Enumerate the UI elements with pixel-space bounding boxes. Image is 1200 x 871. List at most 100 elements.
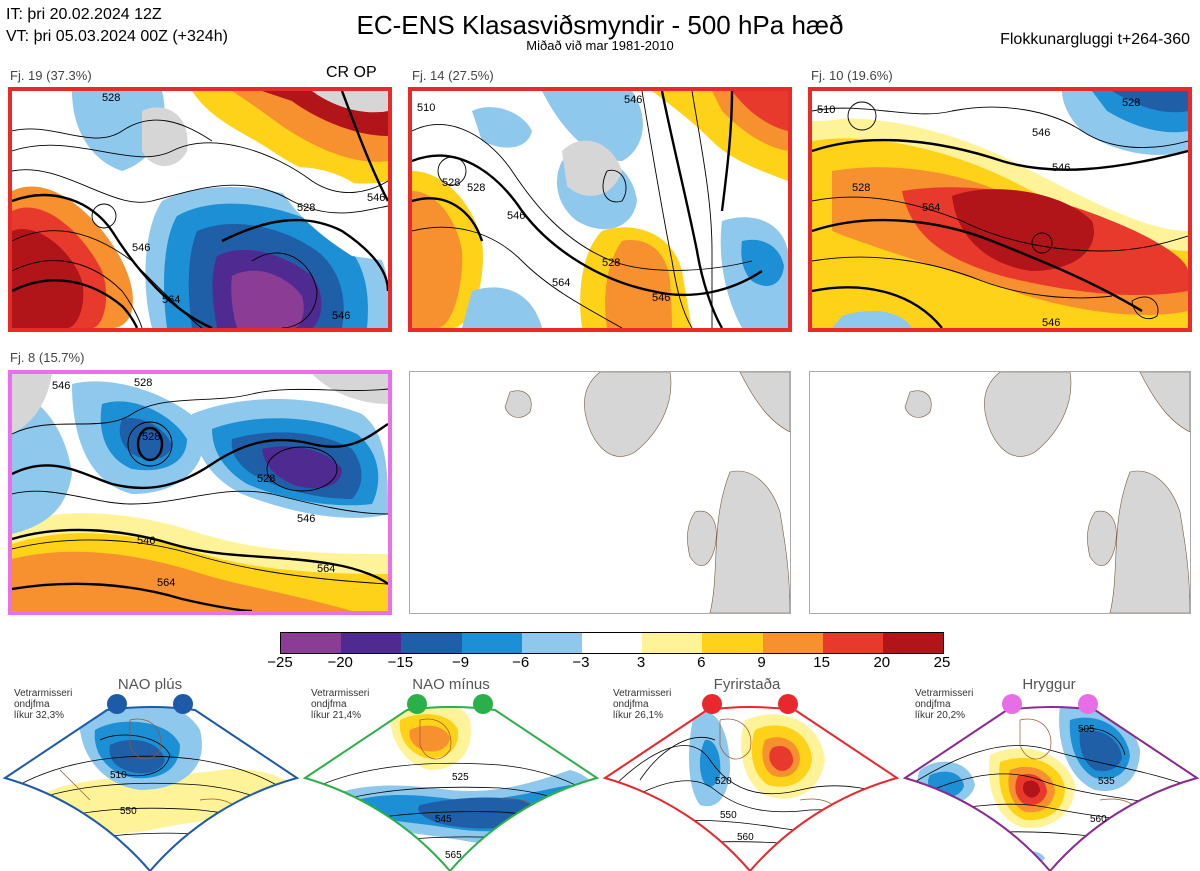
contour-label: 528 (442, 177, 460, 189)
contour-label: 545 (435, 814, 452, 825)
colorbar-tick: −6 (512, 654, 530, 671)
contour-label: 528 (297, 202, 315, 214)
contour-label: 564 (162, 294, 180, 306)
contour-label: 528 (1122, 97, 1140, 109)
regime-note-line: ondjfma (311, 699, 347, 710)
contour-label: 564 (552, 277, 570, 289)
contour-label: 528 (142, 431, 160, 443)
panel-label-1: Fj. 19 (37.3%) (10, 68, 92, 83)
colorbar-swatch (401, 633, 462, 653)
regime-marker (173, 694, 193, 714)
colorbar-tick: 15 (813, 654, 830, 671)
regime-note: Vetrarmisseri ondjfma líkur 32,3% (14, 688, 72, 721)
regime-note-line: líkur 21,4% (311, 710, 362, 721)
contour-label: 546 (52, 380, 70, 392)
contour-label: 560 (737, 832, 754, 843)
regime-note-line: líkur 20,2% (915, 710, 966, 721)
contour-label: 505 (1078, 724, 1095, 735)
colorbar-tick: −3 (572, 654, 590, 671)
contour-label: 546 (507, 210, 525, 222)
colorbar-swatch (762, 633, 823, 653)
colorbar-tick: −25 (267, 654, 293, 671)
regime-note: Vetrarmisseri ondjfma líkur 21,4% (311, 688, 369, 721)
cluster-map-1: 528 546 528 564 546 546 (8, 87, 392, 332)
colorbar-swatch (882, 633, 944, 653)
regime-marker (702, 694, 722, 714)
panel-label-2: Fj. 14 (27.5%) (412, 68, 494, 83)
contour-label: 546 (624, 94, 642, 106)
regime-marker (107, 694, 127, 714)
contour-label: 520 (715, 776, 732, 787)
contour-label: 528 (852, 182, 870, 194)
contour-label: 528 (257, 473, 275, 485)
colorbar-swatch (581, 633, 643, 653)
empty-map-panel (809, 371, 1191, 614)
contour-label: 535 (1098, 776, 1115, 787)
contour-label: 565 (445, 850, 462, 861)
colorbar-swatch (702, 633, 763, 653)
regime-map-nao-minus: 525 545 565 (302, 694, 600, 871)
contour-label: 546 (367, 192, 385, 204)
regime-title-ridge: Hryggur (1022, 676, 1076, 693)
regime-note-line: ondjfma (613, 699, 649, 710)
control-op-tag: CR OP (326, 64, 377, 81)
contour-label: 546 (1032, 127, 1050, 139)
colorbar-swatch (281, 633, 342, 653)
panel-label-4: Fj. 8 (15.7%) (10, 350, 85, 365)
regime-note-line: Vetrarmisseri (613, 688, 672, 699)
contour-label: 510 (817, 104, 835, 116)
regime-marker (778, 694, 798, 714)
regime-note: Vetrarmisseri ondjfma líkur 26,1% (613, 688, 671, 721)
colorbar-tick: 6 (697, 654, 706, 671)
contour-label: 528 (602, 257, 620, 269)
colorbar-swatch (822, 633, 883, 653)
contour-label: 550 (720, 810, 737, 821)
contour-label: 550 (120, 806, 137, 817)
regime-note-line: líkur 32,3% (14, 710, 65, 721)
colorbar-swatch (642, 633, 703, 653)
colorbar-tick: 20 (873, 654, 891, 671)
page-subtitle: Miðað við mar 1981-2010 (526, 38, 674, 53)
page-title: EC-ENS Klasasviðsmyndir - 500 hPa hæð (356, 10, 844, 40)
colorbar-tick: −15 (387, 654, 414, 671)
regime-note-line: Vetrarmisseri (915, 688, 974, 699)
contour-label: 510 (417, 102, 435, 114)
empty-map-panel (409, 371, 791, 614)
contour-label: 564 (317, 563, 335, 575)
colorbar-tick: 25 (933, 654, 951, 671)
regime-marker (1002, 694, 1022, 714)
colorbar-swatch (341, 633, 402, 653)
contour-label: 546 (332, 310, 350, 322)
regime-note-line: Vetrarmisseri (311, 688, 370, 699)
valid-time: VT: þri 05.03.2024 00Z (+324h) (6, 28, 228, 45)
colorbar-tick: 3 (636, 654, 646, 671)
contour-label: 546 (1052, 162, 1070, 174)
panel-label-3: Fj. 10 (19.6%) (811, 68, 893, 83)
contour-label: 546 (652, 292, 670, 304)
cluster-map-3: 510 528 528 546 546 564 546 (808, 87, 1192, 332)
colorbar-swatch (521, 633, 582, 653)
contour-label: 528 (467, 182, 485, 194)
header-info: IT: þri 20.02.2024 12Z VT: þri 05.03.202… (6, 4, 228, 48)
classification-window: Flokkunargluggi t+264-360 (1000, 31, 1190, 48)
regime-title-nao-minus: NAO mínus (412, 676, 490, 693)
contour-label: 528 (134, 377, 152, 389)
regime-title-nao-plus: NAO plús (117, 676, 183, 693)
regime-marker (407, 694, 427, 714)
regime-title-blocking: Fyrirstaða (713, 676, 781, 693)
contour-label: 546 (132, 242, 150, 254)
contour-label: 564 (157, 577, 175, 589)
regime-note-line: ondjfma (915, 699, 951, 710)
contour-label: 546 (297, 513, 315, 525)
contour-label: 560 (1090, 814, 1107, 825)
regime-note-line: ondjfma (14, 699, 50, 710)
contour-label: 528 (102, 92, 120, 104)
colorbar-tick: −20 (327, 654, 353, 671)
regime-marker (473, 694, 493, 714)
colorbar-ticks: −25 −20 −15 −9 −6 −3 3 6 9 15 20 25 (267, 654, 950, 674)
regime-note-line: Vetrarmisseri (14, 688, 73, 699)
cluster-map-2: 510 528 528 546 546 564 528 546 (408, 87, 792, 332)
init-time: IT: þri 20.02.2024 12Z (6, 6, 162, 23)
regime-map-ridge: 505 535 560 (902, 694, 1200, 871)
regime-marker (1078, 694, 1098, 714)
